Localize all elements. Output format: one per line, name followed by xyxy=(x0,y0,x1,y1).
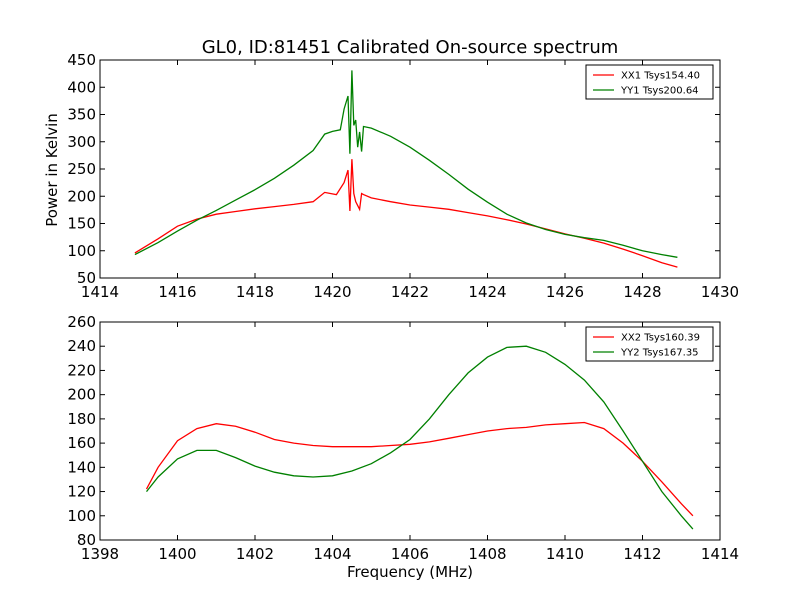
y-tick-label: 100 xyxy=(67,507,96,525)
plot-panel-1: 1414 1416 1418 1420 1422 1424 1426 1428 1430 50 10… xyxy=(67,51,739,301)
y-tick-label: 220 xyxy=(67,361,96,379)
x-tick-label: 1416 xyxy=(158,283,196,301)
y-tick-label: 300 xyxy=(67,133,96,151)
y-tick-label: 200 xyxy=(67,386,96,404)
x-axis-label: Frequency (MHz) xyxy=(347,563,473,581)
legend-label: XX2 Tsys160.39 xyxy=(621,333,700,344)
legend-label: YY1 Tsys200.64 xyxy=(620,86,699,97)
x-tick-label: 1426 xyxy=(546,283,584,301)
x-tick-label: 1422 xyxy=(391,283,429,301)
y-tick-label: 140 xyxy=(67,458,96,476)
series-line-2-2 xyxy=(145,345,694,530)
chart-title: GL0, ID:81451 Calibrated On-source spect… xyxy=(202,37,619,58)
legend: XX1 Tsys154.40 YY1 Tsys200.64 xyxy=(585,64,714,100)
y-tick-label: 260 xyxy=(67,313,96,331)
x-tick-label: 1418 xyxy=(236,283,274,301)
y-tick-label: 160 xyxy=(67,434,96,452)
x-tick-label: 1410 xyxy=(546,545,584,563)
legend-box xyxy=(585,326,714,362)
x-tick-label: 1428 xyxy=(623,283,661,301)
series-line-2-1 xyxy=(145,421,694,517)
x-tick-label: 1406 xyxy=(391,545,429,563)
y-tick-label: 250 xyxy=(67,160,96,178)
legend-label: XX1 Tsys154.40 xyxy=(621,71,700,82)
y-axis-label: Power in Kelvin xyxy=(43,113,61,227)
x-tick-label: 1400 xyxy=(158,545,196,563)
series-line-1-1 xyxy=(134,159,678,268)
y-tick-label: 150 xyxy=(67,215,96,233)
y-tick-label: 100 xyxy=(67,242,96,260)
x-tick-label: 1404 xyxy=(313,545,351,563)
x-tick-label: 1414 xyxy=(701,545,739,563)
x-tick-label: 1412 xyxy=(623,545,661,563)
x-tick-label: 1402 xyxy=(236,545,274,563)
legend-label: YY2 Tsys167.35 xyxy=(620,348,699,359)
y-tick-label: 450 xyxy=(67,51,96,69)
series-line-1-2 xyxy=(134,70,678,258)
x-tick-label: 1420 xyxy=(313,283,351,301)
y-tick-label: 50 xyxy=(77,269,96,287)
y-tick-label: 240 xyxy=(67,337,96,355)
y-tick-label: 200 xyxy=(67,187,96,205)
legend-box xyxy=(585,64,714,100)
y-tick-label: 120 xyxy=(67,483,96,501)
y-tick-label: 350 xyxy=(67,106,96,124)
x-tick-label: 1398 xyxy=(81,545,119,563)
legend: XX2 Tsys160.39 YY2 Tsys167.35 xyxy=(585,326,714,362)
x-tick-label: 1408 xyxy=(468,545,506,563)
x-tick-label: 1424 xyxy=(468,283,506,301)
x-tick-label: 1414 xyxy=(81,283,119,301)
plot-panel-2: 1398 1400 1402 1404 1406 1408 1410 1412 1414 80 10… xyxy=(67,313,739,563)
x-tick-label: 1430 xyxy=(701,283,739,301)
y-tick-label: 180 xyxy=(67,410,96,428)
y-tick-label: 80 xyxy=(77,531,96,549)
y-tick-label: 400 xyxy=(67,78,96,96)
